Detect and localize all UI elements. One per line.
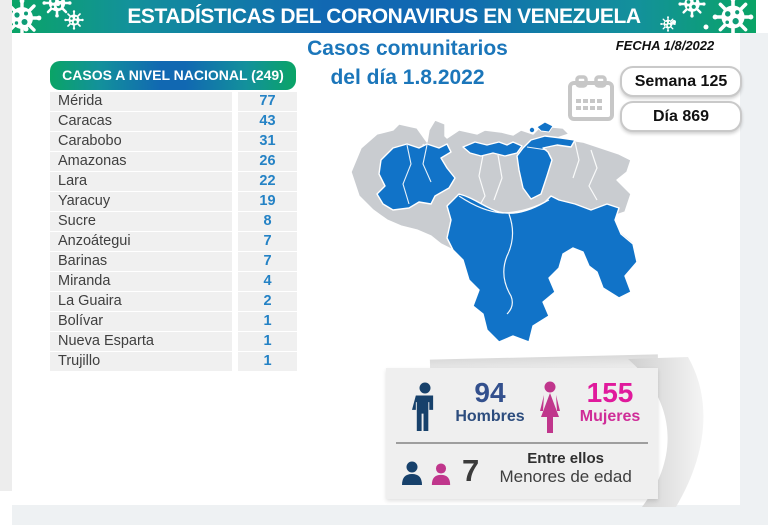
- virus-icon: [12, 0, 756, 33]
- state-name: Nueva Esparta: [50, 332, 232, 352]
- men-label: Hombres: [455, 408, 525, 425]
- table-row: Carabobo 31: [50, 132, 297, 152]
- table-row: Mérida 77: [50, 92, 297, 112]
- semana-badge: Semana 125: [620, 66, 742, 97]
- state-name: Miranda: [50, 272, 232, 292]
- women-count: 155: [586, 377, 634, 408]
- section-title-line2: del día 1.8.2022: [330, 66, 485, 89]
- state-name: Barinas: [50, 252, 232, 272]
- state-value: 1: [238, 332, 297, 352]
- female-figure-icon: [540, 381, 560, 433]
- boy-bust-icon: [402, 461, 422, 485]
- state-name: Amazonas: [50, 152, 232, 172]
- state-value: 22: [238, 172, 297, 192]
- state-name: Trujillo: [50, 352, 232, 372]
- table-row: Trujillo 1: [50, 352, 297, 372]
- table-row: Barinas 7: [50, 252, 297, 272]
- table-row: Nueva Esparta 1: [50, 332, 297, 352]
- table-row: Caracas 43: [50, 112, 297, 132]
- state-name: Sucre: [50, 212, 232, 232]
- state-value: 1: [238, 352, 297, 372]
- table-row: Bolívar 1: [50, 312, 297, 332]
- state-value: 26: [238, 152, 297, 172]
- state-name: Anzoátegui: [50, 232, 232, 252]
- state-value: 1: [238, 312, 297, 332]
- table-row: Lara 22: [50, 172, 297, 192]
- state-value: 31: [238, 132, 297, 152]
- state-name: La Guaira: [50, 292, 232, 312]
- state-value: 19: [238, 192, 297, 212]
- section-title-line1: Casos comunitarios: [307, 37, 508, 60]
- page-curl-decoration: [628, 357, 704, 507]
- state-name: Bolívar: [50, 312, 232, 332]
- minors-labels: Entre ellos Menores de edad: [485, 450, 646, 487]
- fecha-label: FECHA 1/8/2022: [615, 38, 715, 53]
- table-row: La Guaira 2: [50, 292, 297, 312]
- male-figure-icon: [412, 382, 434, 431]
- table-row: Amazonas 26: [50, 152, 297, 172]
- page-edge-bottom: [12, 505, 768, 525]
- calendar-icon: [568, 75, 614, 121]
- state-value: 43: [238, 112, 297, 132]
- table-row: Miranda 4: [50, 272, 297, 292]
- men-count: 94: [474, 377, 506, 408]
- minors-count: 7: [462, 453, 480, 488]
- table-row: Sucre 8: [50, 212, 297, 232]
- state-value: 2: [238, 292, 297, 312]
- table-row: Yaracuy 19: [50, 192, 297, 212]
- state-name: Lara: [50, 172, 232, 192]
- page-edge-right: [740, 33, 768, 525]
- state-value: 4: [238, 272, 297, 292]
- women-label: Mujeres: [579, 408, 641, 425]
- children-bust-icons: [400, 461, 452, 487]
- map-region-blue-margarita: [536, 121, 554, 133]
- divider: [396, 442, 648, 444]
- men-stat: 94 Hombres: [444, 378, 536, 426]
- state-value: 7: [238, 232, 297, 252]
- state-name: Carabobo: [50, 132, 232, 152]
- header-banner: ESTADÍSTICAS DEL CORONAVIRUS EN VENEZUEL…: [12, 0, 756, 33]
- girl-bust-icon: [431, 463, 451, 485]
- state-value: 8: [238, 212, 297, 232]
- state-value: 77: [238, 92, 297, 112]
- map-region-blue-south: [446, 193, 638, 343]
- venezuela-map: [350, 119, 638, 343]
- national-cases-table: Mérida 77 Caracas 43 Carabobo 31 Amazonas 26…: [50, 92, 297, 372]
- minors-label-top: Entre ellos: [527, 450, 604, 467]
- page-edge-left: [0, 0, 12, 491]
- state-name: Mérida: [50, 92, 232, 112]
- demographics-panel: 94 Hombres 155 Mujeres: [386, 368, 658, 499]
- page-title: ESTADÍSTICAS DEL CORONAVIRUS EN VENEZUEL…: [127, 5, 641, 28]
- map-region-blue-northeast: [516, 135, 576, 200]
- women-stat: 155 Mujeres: [564, 378, 656, 426]
- dia-badge: Día 869: [620, 101, 742, 132]
- state-value: 7: [238, 252, 297, 272]
- map-region-blue-northwest: [376, 143, 456, 211]
- map-region-blue-coast: [462, 141, 523, 157]
- minors-stat: 7 Entre ellos Menores de edad: [400, 450, 646, 487]
- section-title: Casos comunitarios del día 1.8.2022: [300, 34, 515, 92]
- minors-label-bottom: Menores de edad: [499, 467, 632, 486]
- state-name: Caracas: [50, 112, 232, 132]
- national-cases-header: CASOS A NIVEL NACIONAL (249): [50, 61, 296, 90]
- state-name: Yaracuy: [50, 192, 232, 212]
- table-row: Anzoátegui 7: [50, 232, 297, 252]
